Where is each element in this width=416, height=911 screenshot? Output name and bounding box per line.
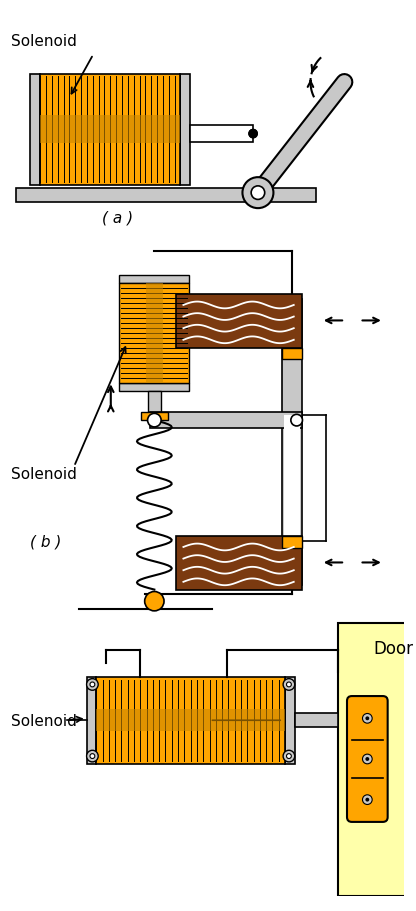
Bar [141, 413, 168, 421]
Circle shape [251, 187, 265, 200]
Text: Solenoid: Solenoid [11, 713, 77, 728]
Text: Solenoid: Solenoid [11, 34, 77, 49]
Bar [30, 75, 40, 186]
Bar [285, 677, 295, 764]
Text: ( a ): ( a ) [102, 210, 133, 225]
Circle shape [87, 679, 98, 691]
Circle shape [87, 751, 98, 763]
Circle shape [365, 757, 369, 761]
Circle shape [362, 713, 372, 723]
Circle shape [365, 798, 369, 802]
Circle shape [283, 679, 295, 691]
Circle shape [148, 414, 161, 427]
Bar [282, 300, 302, 585]
Bar [119, 283, 189, 384]
Bar [148, 392, 161, 413]
Bar [40, 117, 181, 144]
Bar [176, 295, 302, 348]
Bar [96, 710, 285, 732]
Text: ( c ): ( c ) [359, 728, 389, 742]
Circle shape [287, 753, 291, 759]
Bar [96, 677, 285, 764]
Circle shape [365, 717, 369, 721]
Bar [282, 537, 302, 548]
Bar [176, 537, 302, 590]
Text: Solenoid: Solenoid [11, 466, 77, 481]
Bar [181, 75, 190, 186]
Circle shape [248, 129, 258, 139]
Circle shape [287, 682, 291, 687]
Circle shape [362, 754, 372, 764]
Circle shape [291, 415, 302, 426]
Circle shape [248, 129, 258, 139]
Circle shape [90, 753, 95, 759]
Text: Door: Door [374, 639, 414, 657]
Bar [295, 713, 338, 727]
Bar [282, 348, 302, 360]
Circle shape [145, 592, 164, 611]
Bar [146, 283, 163, 384]
Circle shape [90, 682, 95, 687]
Bar [149, 413, 302, 428]
Bar [16, 189, 316, 203]
Text: ( b ): ( b ) [30, 534, 62, 549]
Bar [190, 126, 253, 143]
Circle shape [283, 751, 295, 763]
Bar [284, 415, 300, 541]
Bar [40, 75, 181, 186]
Bar [119, 276, 189, 283]
Bar [338, 624, 416, 896]
Bar [119, 384, 189, 392]
Circle shape [362, 795, 372, 804]
FancyBboxPatch shape [347, 696, 388, 822]
Circle shape [243, 178, 273, 209]
Bar [87, 677, 96, 764]
